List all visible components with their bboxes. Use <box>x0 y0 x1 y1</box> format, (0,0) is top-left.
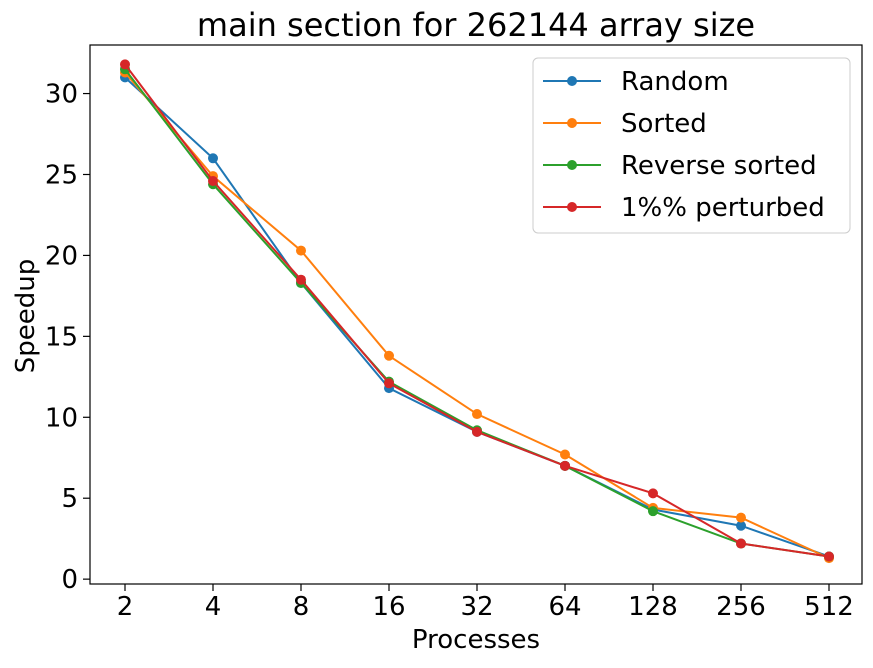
x-tick-label: 64 <box>548 592 581 622</box>
data-point <box>208 153 218 164</box>
y-tick-label: 25 <box>45 160 78 190</box>
data-point <box>736 538 746 549</box>
x-tick-label: 256 <box>716 592 766 622</box>
data-point <box>736 512 746 523</box>
legend-entry: Sorted <box>543 109 707 139</box>
y-tick-label: 20 <box>45 241 78 271</box>
x-tick-label: 32 <box>460 592 493 622</box>
data-point <box>384 378 394 389</box>
data-point <box>736 520 746 531</box>
legend: Random Sorted Reverse sorted 1%% perturbed <box>532 57 851 234</box>
series-sorted <box>120 67 834 564</box>
legend-box <box>532 57 851 234</box>
axes-frame <box>89 44 863 585</box>
legend-marker <box>567 76 577 86</box>
legend-entry: 1%% perturbed <box>543 193 825 223</box>
y-tick-label: 0 <box>61 565 78 595</box>
x-tick-label: 4 <box>205 592 222 622</box>
data-point <box>824 551 834 562</box>
y-tick-label: 30 <box>45 80 78 110</box>
legend-entry: Random <box>543 67 729 97</box>
chart-title: main section for 262144 array size <box>197 6 755 44</box>
data-point <box>648 488 658 499</box>
x-tick-label: 16 <box>372 592 405 622</box>
legend-marker <box>567 202 577 212</box>
legend-marker <box>567 118 577 128</box>
plot-area: 2 4 8 16 32 64 128 256 512 0 5 10 15 20 25 30 <box>45 44 863 622</box>
data-point <box>296 245 306 256</box>
data-point <box>560 460 570 471</box>
data-point <box>296 274 306 285</box>
x-tick-label: 8 <box>293 592 310 622</box>
data-point <box>472 426 482 437</box>
legend-label: Reverse sorted <box>621 151 817 181</box>
y-axis-label: Speedup <box>11 259 41 374</box>
x-tick-label: 128 <box>628 592 678 622</box>
data-point <box>120 59 130 70</box>
legend-entry: Reverse sorted <box>543 151 817 181</box>
x-axis-label: Processes <box>412 625 540 655</box>
data-point <box>472 409 482 420</box>
data-point <box>648 506 658 517</box>
legend-label: 1%% perturbed <box>621 193 825 223</box>
x-tick-label: 512 <box>804 592 854 622</box>
legend-label: Sorted <box>621 109 707 139</box>
y-tick-label: 10 <box>45 403 78 433</box>
y-tick-label: 5 <box>61 484 78 514</box>
x-tick-label: 2 <box>117 592 134 622</box>
data-point <box>384 350 394 361</box>
series-1-perturbed <box>120 59 834 562</box>
data-point <box>560 449 570 460</box>
data-point <box>208 175 218 186</box>
y-tick-label: 15 <box>45 322 78 352</box>
legend-label: Random <box>621 67 729 97</box>
legend-marker <box>567 160 577 170</box>
